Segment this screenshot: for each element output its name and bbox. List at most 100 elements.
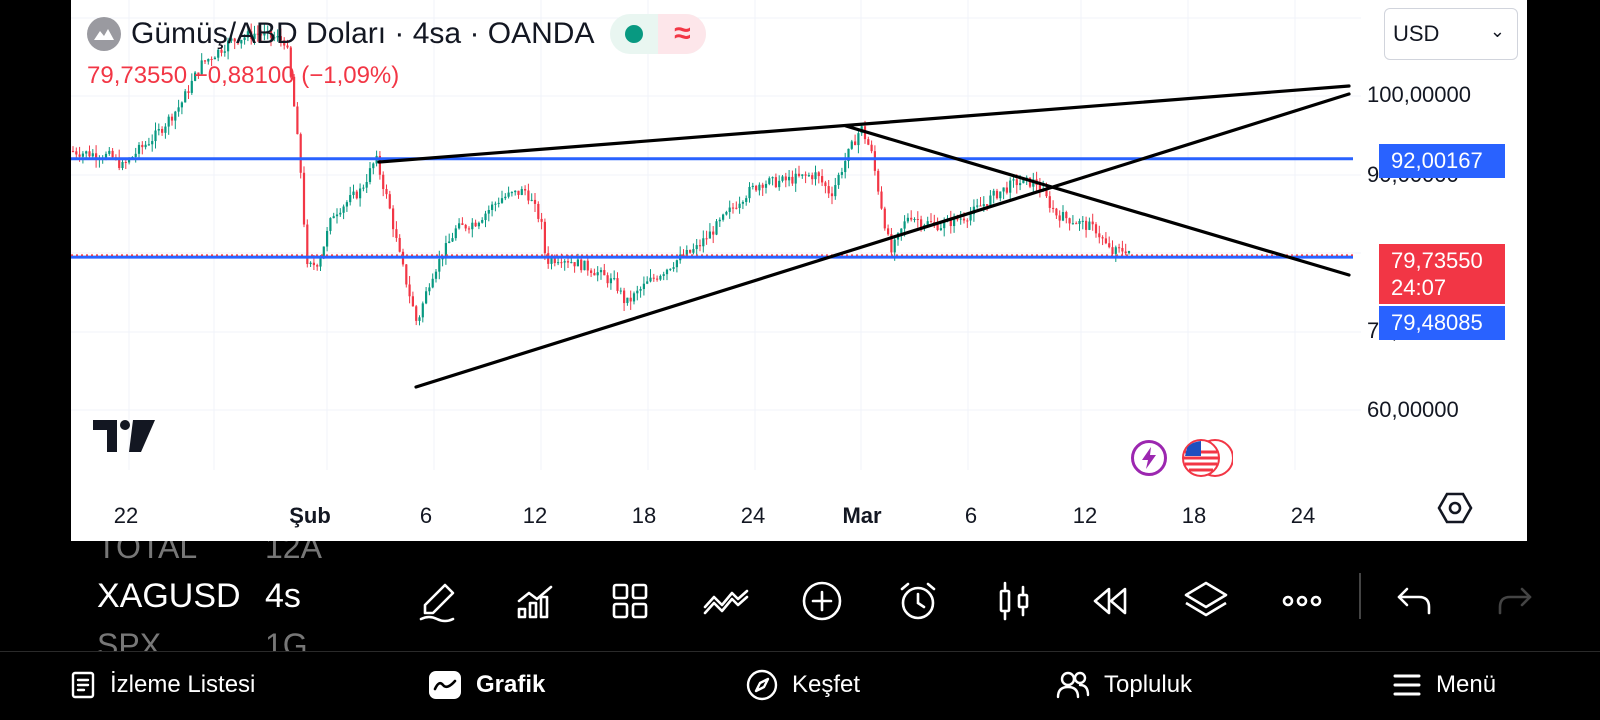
candle-body [438,259,441,272]
patterns-icon[interactable] [696,571,756,631]
data-delay-icon: ≈ [658,14,707,54]
candle-body [510,192,513,194]
layers-icon[interactable] [1176,571,1236,631]
candle-body [302,172,306,225]
nav-chart[interactable]: Grafik [428,667,545,703]
candle-body [81,153,84,157]
candle-body [217,49,220,58]
candle-body [1094,224,1098,234]
candle-body [392,208,395,230]
last-price-tag[interactable]: 79,73550 24:07 [1379,244,1505,304]
market-status-pill[interactable]: ≈ [610,14,707,54]
candle-body [322,246,325,259]
candle-body [533,199,537,204]
redo-icon[interactable] [1484,571,1544,631]
candle-body [144,144,147,148]
candle-body [256,33,259,35]
candle-body [708,231,711,239]
candle-body [850,141,853,149]
candle-body [725,211,728,215]
candle-body [1052,207,1055,209]
candle-body [939,228,942,231]
watchlist-symbol[interactable]: TOTAL [97,541,198,565]
active-interval[interactable]: 4s [265,577,301,615]
trendline [844,124,1351,277]
candle-body [194,72,197,81]
candle-body [778,180,781,188]
candle-body [873,151,876,171]
candle-body [395,229,398,238]
level-price-tag[interactable]: 92,00167 [1379,144,1505,178]
nav-chart-label: Grafik [476,671,546,698]
candle-body [606,275,609,284]
active-symbol[interactable]: XAGUSD [97,577,241,615]
candle-body [682,254,685,257]
candle-body [1111,247,1114,254]
candle-body [791,176,794,184]
more-icon[interactable] [1272,571,1332,631]
chart-panel[interactable]: Gümüş/ABD Doları · 4sa · OANDA ≈ 79,7355… [71,0,1527,541]
candle-body [451,238,454,242]
candle-body [161,129,164,133]
candle-body [243,37,246,40]
candle-body [408,284,411,297]
nav-watchlist-label: İzleme Listesi [110,671,256,698]
undo-icon[interactable] [1385,571,1445,631]
candle-body [764,183,768,188]
price-chart[interactable] [71,0,1527,541]
candle-body [662,274,665,276]
candle-body [378,155,381,175]
replay-icon[interactable] [1079,571,1139,631]
bolt-icon[interactable] [1131,440,1167,476]
candle-body [834,185,837,197]
candle-body [418,317,421,321]
nav-watchlist[interactable]: İzleme Listesi [70,667,255,703]
candle-body [580,259,583,271]
candle-body [1071,223,1074,225]
candles [71,23,1131,326]
alarm-icon[interactable] [888,571,948,631]
symbol-title[interactable]: Gümüş/ABD Doları · 4sa · OANDA [131,17,595,50]
candle-body [619,290,622,292]
candle-body [596,272,599,276]
candle-body [154,130,157,142]
currency-select[interactable]: USD ⌄ [1384,8,1518,60]
watchlist-symbol[interactable]: SPX [97,627,162,651]
candles-icon[interactable] [984,571,1044,631]
add-icon[interactable] [792,571,852,631]
candle-body [557,262,560,264]
candle-body [748,186,751,199]
candle-body [487,209,490,214]
nav-community[interactable]: Topluluk [1056,667,1192,703]
watchlist-icon [71,671,95,699]
candle-body [880,191,883,209]
settings-icon[interactable] [1437,490,1473,531]
indicators-icon[interactable] [505,571,565,631]
candle-body [890,234,893,253]
symbol-header[interactable]: Gümüş/ABD Doları · 4sa · OANDA ≈ [87,14,707,54]
price-label: 60,00000 [1367,397,1459,422]
candle-body [167,116,170,127]
candle-body [1015,179,1018,186]
level-price-tag[interactable]: 79,48085 [1379,306,1505,340]
nav-menu-label: Menü [1436,671,1497,698]
candle-body [646,281,649,284]
nav-menu[interactable]: Menü [1392,667,1496,703]
candle-body [210,58,213,60]
nav-explore[interactable]: Keşfet [746,667,860,703]
apps-icon[interactable] [600,571,660,631]
candle-body [976,205,979,207]
candle-body [1088,221,1091,230]
candle-body [959,218,962,220]
candle-body [269,30,273,38]
candle-body [537,203,540,219]
us-flag-icon[interactable] [1181,438,1234,483]
candle-body [461,223,464,225]
candle-body [121,162,124,169]
candle-body [665,269,669,275]
candle-body [283,40,286,46]
candle-body [573,262,576,267]
candle-body [936,222,939,231]
chart-icon [429,671,461,699]
pencil-icon[interactable] [409,571,469,631]
